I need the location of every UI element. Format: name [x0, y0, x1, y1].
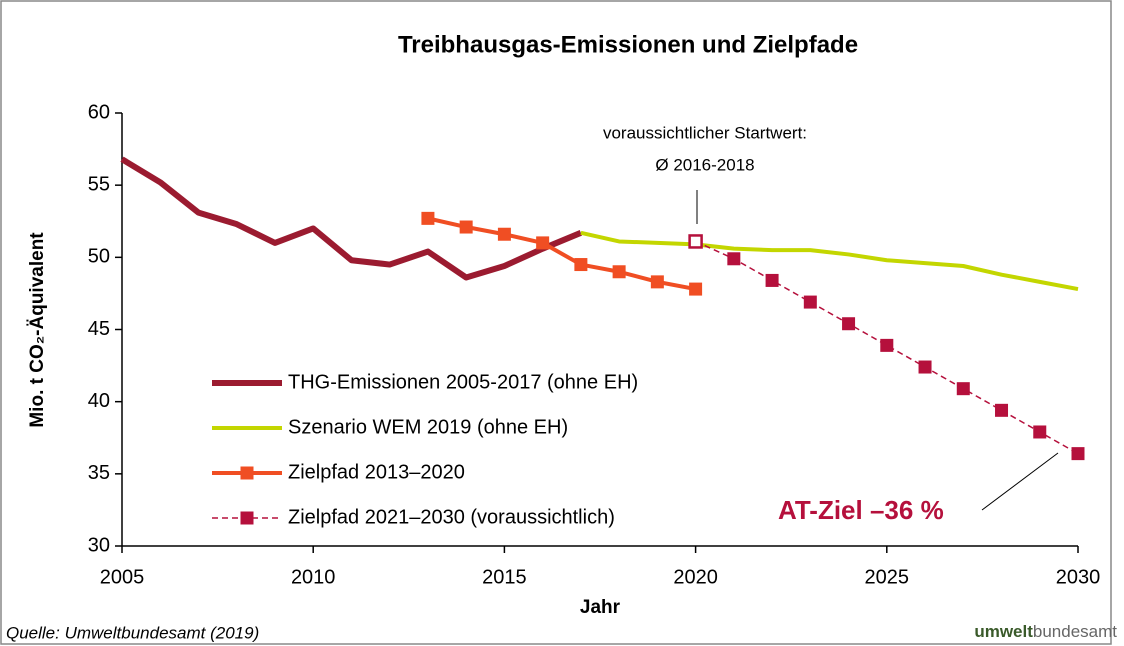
marker — [918, 360, 932, 374]
marker — [574, 258, 588, 272]
series-line — [120, 156, 583, 281]
y-tick-label: 60 — [88, 101, 110, 123]
annotation: Ø 2016-2018 — [655, 155, 754, 174]
y-tick-label: 55 — [88, 173, 110, 195]
marker — [1033, 425, 1047, 439]
marker — [842, 317, 856, 331]
marker — [727, 252, 741, 266]
y-tick-label: 35 — [88, 462, 110, 484]
x-tick-label: 2030 — [1056, 566, 1101, 588]
logo-part: bundesamt — [1033, 622, 1117, 641]
annotation-leader — [981, 452, 1059, 511]
legend-label: Zielpfad 2021–2030 (voraussichtlich) — [288, 506, 615, 528]
x-tick-label: 2005 — [100, 566, 145, 588]
marker — [803, 295, 817, 309]
logo: umweltbundesamt — [974, 622, 1117, 641]
x-tick-label: 2025 — [865, 566, 910, 588]
marker — [536, 236, 550, 250]
series-line — [580, 230, 1079, 292]
series-line — [695, 240, 1079, 455]
y-axis-label: Mio. t CO₂-Äquivalent — [27, 232, 48, 428]
marker — [497, 227, 511, 241]
y-tick-label: 45 — [88, 318, 110, 340]
y-tick-label: 40 — [88, 390, 110, 412]
annotation: voraussichtlicher Startwert: — [603, 123, 807, 142]
legend-label: THG-Emissionen 2005-2017 (ohne EH) — [288, 371, 638, 393]
annotation: AT-Ziel –36 % — [778, 495, 944, 525]
x-tick-label: 2010 — [291, 566, 336, 588]
legend-label: Zielpfad 2013–2020 — [288, 461, 465, 483]
marker — [688, 234, 703, 249]
source: Quelle: Umweltbundesamt (2019) — [6, 623, 259, 642]
marker — [459, 220, 473, 234]
y-tick-label: 30 — [88, 534, 110, 556]
marker — [956, 382, 970, 396]
marker — [765, 273, 779, 287]
marker — [689, 282, 703, 296]
marker — [421, 211, 435, 225]
marker — [1071, 447, 1085, 461]
marker — [650, 275, 664, 289]
marker — [995, 403, 1009, 417]
y-tick-label: 50 — [88, 246, 110, 268]
x-tick-label: 2015 — [482, 566, 527, 588]
x-axis-label: Jahr — [580, 597, 621, 618]
marker — [612, 265, 626, 279]
legend-marker — [240, 466, 254, 480]
chart-title: Treibhausgas-Emissionen und Zielpfade — [398, 31, 858, 58]
legend-label: Szenario WEM 2019 (ohne EH) — [288, 416, 568, 438]
x-tick-label: 2020 — [673, 566, 718, 588]
logo-part: umwelt — [974, 622, 1033, 641]
marker — [880, 338, 894, 352]
legend-marker — [240, 511, 254, 525]
